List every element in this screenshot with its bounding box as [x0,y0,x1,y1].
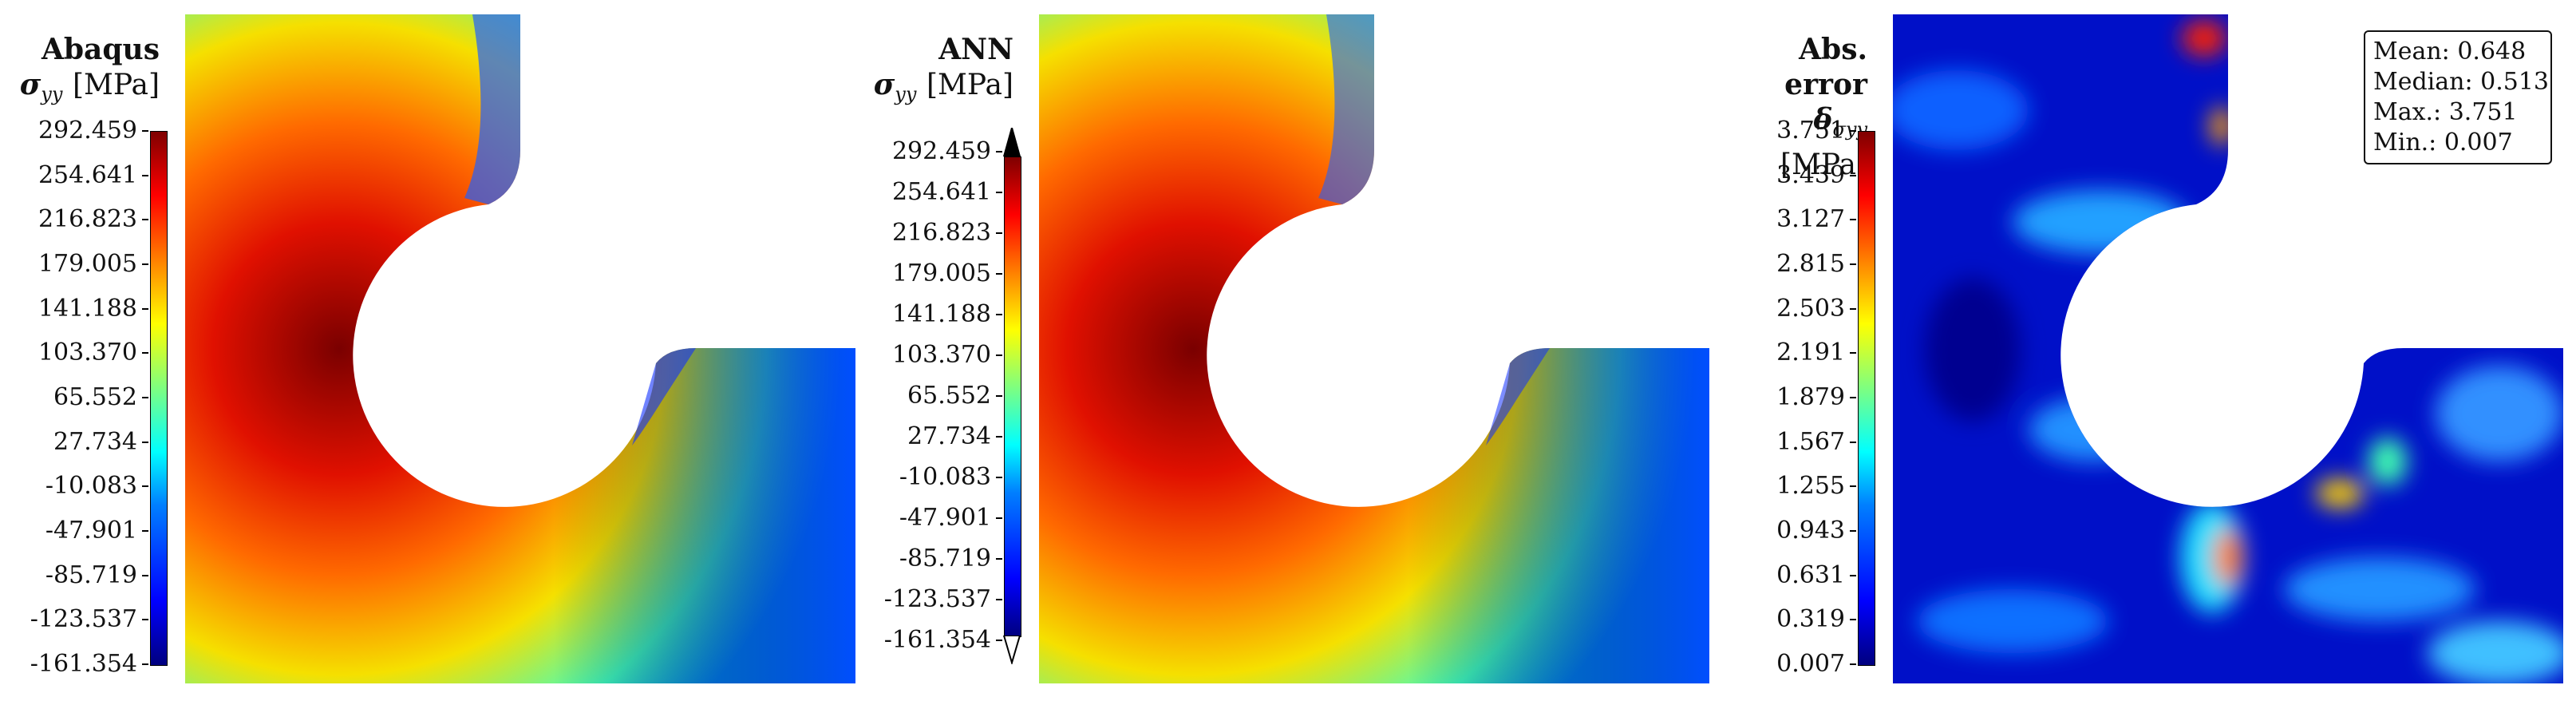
error-statistics-box: Mean: 0.648 Median: 0.513 Max.: 3.751 Mi… [2364,30,2552,164]
colorbar-tick-label: 254.641 [891,178,1003,206]
colorbar-tick-label: 141.188 [891,300,1003,328]
colorbar-tick-label: 2.191 [1776,339,1856,367]
colorbar-ticks: 292.459 254.641 216.823 179.005 141.188 103.3… [862,140,1003,652]
colorbar-tick-label: -47.901 [899,504,1003,532]
colorbar-ticks: 3.751 3.439 3.127 2.815 2.503 2.191 1.879 1.567… [1724,119,1856,676]
colorbar-tick-label: 0.943 [1776,517,1856,545]
colorbar-tick-label: 254.641 [38,160,149,189]
colorbar [1858,131,1875,666]
colorbar-title: Abs. error δσyy [MPa] [1724,32,1867,183]
colorbar-tick-label: 65.552 [907,382,1002,410]
colorbar-tick-label: 27.734 [907,422,1002,450]
colorbar-max-arrow [1002,128,1021,156]
colorbar-tick-label: 65.552 [53,383,148,411]
colorbar-tick-label: 0.319 [1776,605,1856,634]
colorbar-tick-label: 3.127 [1776,205,1856,234]
panel-title: Abs. error [1784,33,1867,101]
colorbar-tick-label: 292.459 [891,137,1003,165]
colorbar-tick-label: 179.005 [891,259,1003,287]
colorbar-tick-label: 27.734 [53,427,148,456]
colorbar-tick-label: 103.370 [38,339,149,367]
colorbar-tick-label: 3.751 [1776,117,1856,145]
colorbar-tick-label: -85.719 [899,545,1003,572]
colorbar [150,131,168,666]
colorbar-tick-label: 2.815 [1776,250,1856,278]
colorbar-tick-label: 2.503 [1776,294,1856,323]
colorbar-tick-label: 216.823 [891,219,1003,247]
colorbar-tick-label: -85.719 [45,560,149,589]
colorbar-tick-label: -123.537 [30,605,149,634]
colorbar-title: Abaqus σyy [MPa] [0,32,160,112]
stat-min: Min.: 0.007 [2373,129,2513,156]
stat-median: Median: 0.513 [2373,68,2550,96]
colorbar-tick-label: 292.459 [38,117,149,145]
colorbar-title: ANN σyy [MPa] [862,32,1013,112]
ann-panel: ANN σyy [MPa] 292.459 254.641 216.823 179.0… [862,0,1724,701]
colorbar-tick-label: 103.370 [891,341,1003,369]
panel-title: ANN [938,33,1013,66]
colorbar-tick-label: 141.188 [38,294,149,323]
stat-mean: Mean: 0.648 [2373,38,2527,65]
colorbar [1004,156,1021,637]
stress-field-abaqus [185,14,855,683]
panel-title: Abaqus [41,33,160,66]
colorbar-tick-label: 3.439 [1776,160,1856,189]
colorbar-tick-label: 0.631 [1776,560,1856,589]
quantity-label: σyy [MPa] [873,68,1013,105]
colorbar-tick-label: -10.083 [899,463,1003,491]
colorbar-tick-label: -47.901 [45,517,149,545]
colorbar-ticks: 292.459 254.641 216.823 179.005 141.188 103.3… [0,119,149,676]
colorbar-min-arrow [1002,636,1021,664]
abaqus-panel: Abaqus σyy [MPa] 292.459 254.641 216.823 17… [0,0,862,701]
stress-field-ann [1039,14,1709,683]
colorbar-tick-label: 1.879 [1776,383,1856,411]
colorbar-tick-label: 216.823 [38,205,149,234]
colorbar-tick-label: -161.354 [30,650,149,678]
colorbar-tick-label: 179.005 [38,250,149,278]
colorbar-tick-label: 0.007 [1776,650,1856,678]
colorbar-tick-label: -123.537 [883,585,1003,613]
colorbar-tick-label: 1.567 [1776,427,1856,456]
colorbar-tick-label: -161.354 [883,626,1003,654]
quantity-label: σyy [MPa] [19,68,160,105]
colorbar-tick-label: 1.255 [1776,472,1856,501]
stat-max: Max.: 3.751 [2373,98,2518,126]
colorbar-tick-label: -10.083 [45,472,149,501]
